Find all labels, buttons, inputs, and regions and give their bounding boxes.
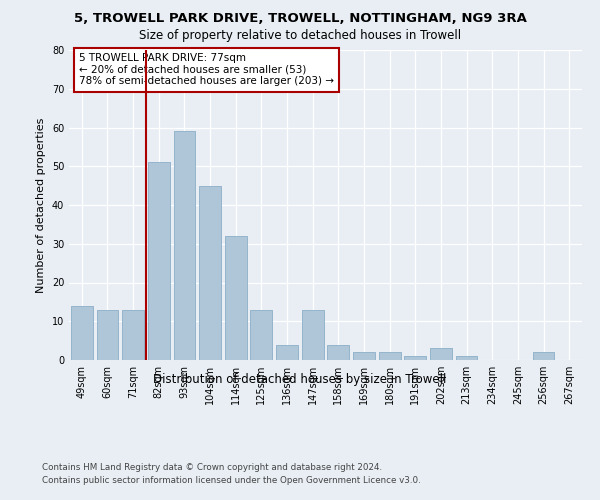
Text: Contains public sector information licensed under the Open Government Licence v3: Contains public sector information licen… [42,476,421,485]
Bar [302,310,323,360]
Text: Contains HM Land Registry data © Crown copyright and database right 2024.: Contains HM Land Registry data © Crown c… [42,462,382,471]
Bar [97,310,118,360]
Bar [404,356,426,360]
Text: Size of property relative to detached houses in Trowell: Size of property relative to detached ho… [139,29,461,42]
Bar [122,310,144,360]
Bar [533,352,554,360]
Bar [199,186,221,360]
Y-axis label: Number of detached properties: Number of detached properties [36,118,46,292]
Bar [379,352,401,360]
Bar [353,352,375,360]
Text: 5 TROWELL PARK DRIVE: 77sqm
← 20% of detached houses are smaller (53)
78% of sem: 5 TROWELL PARK DRIVE: 77sqm ← 20% of det… [79,53,334,86]
Text: Distribution of detached houses by size in Trowell: Distribution of detached houses by size … [154,372,446,386]
Text: 5, TROWELL PARK DRIVE, TROWELL, NOTTINGHAM, NG9 3RA: 5, TROWELL PARK DRIVE, TROWELL, NOTTINGH… [74,12,526,26]
Bar [328,344,349,360]
Bar [225,236,247,360]
Bar [455,356,478,360]
Bar [173,132,196,360]
Bar [71,306,93,360]
Bar [148,162,170,360]
Bar [250,310,272,360]
Bar [276,344,298,360]
Bar [430,348,452,360]
